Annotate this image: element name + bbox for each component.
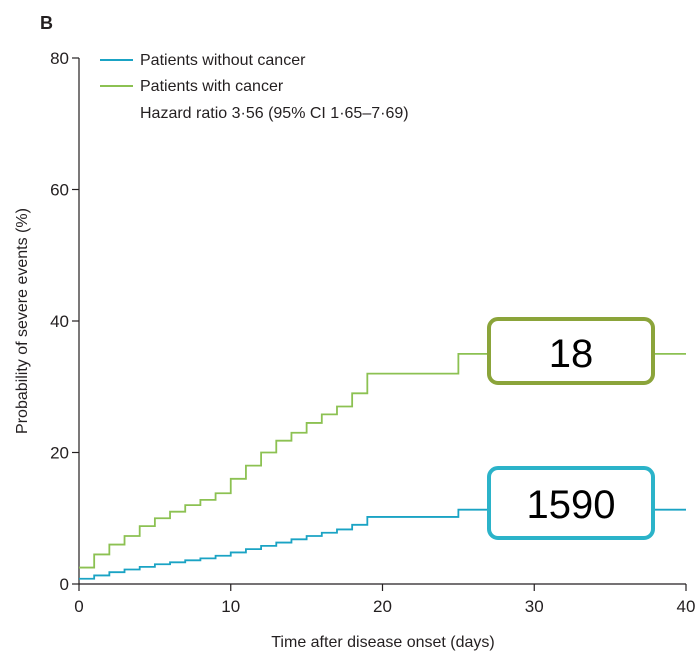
annotation-box-cancer-frame	[487, 317, 655, 385]
series-layer	[79, 352, 686, 580]
x-ticks: 0 10 20 30 40	[74, 584, 695, 616]
annotation-box-no-cancer-frame	[487, 466, 655, 540]
legend-label-without-cancer: Patients without cancer	[140, 52, 306, 69]
x-tick-label: 10	[221, 597, 240, 616]
y-tick-label: 0	[60, 575, 69, 594]
annotation-box-no-cancer: 1590	[487, 466, 655, 540]
series-line-without-cancer	[79, 508, 686, 580]
hazard-ratio-note: Hazard ratio 3·56 (95% CI 1·65–7·69)	[140, 105, 409, 122]
y-axis-title: Probability of severe events (%)	[14, 208, 31, 434]
annotation-cancer-count: 18	[549, 332, 594, 376]
x-tick-label: 40	[677, 597, 696, 616]
series-line-with-cancer	[79, 352, 686, 569]
x-axis-title: Time after disease onset (days)	[271, 634, 495, 651]
panel-label: B	[40, 13, 53, 33]
x-tick-label: 0	[74, 597, 83, 616]
legend: Patients without cancer Patients with ca…	[100, 52, 409, 122]
x-tick-label: 20	[373, 597, 392, 616]
y-tick-label: 40	[50, 312, 69, 331]
y-ticks: 0 20 40 60 80	[50, 49, 79, 594]
y-tick-label: 20	[50, 444, 69, 463]
y-tick-label: 60	[50, 181, 69, 200]
annotation-box-cancer: 18	[487, 317, 655, 385]
y-tick-label: 80	[50, 49, 69, 68]
x-tick-label: 30	[525, 597, 544, 616]
annotation-no-cancer-count: 1590	[527, 483, 616, 527]
legend-label-with-cancer: Patients with cancer	[140, 78, 284, 95]
